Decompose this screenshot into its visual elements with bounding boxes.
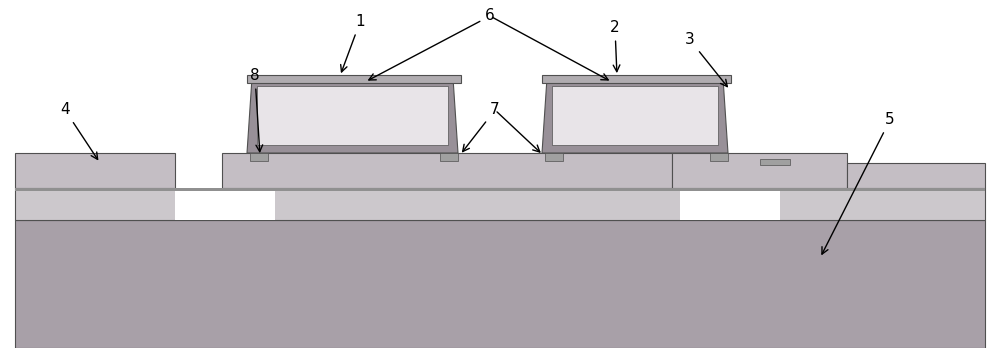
Text: 4: 4 (60, 103, 98, 159)
Bar (15, 188, 985, 220)
Bar (710, 153, 728, 161)
Text: 8: 8 (250, 69, 263, 152)
Bar (760, 159, 790, 165)
Bar (552, 86, 718, 145)
Bar (257, 86, 448, 145)
Bar (222, 153, 672, 188)
Text: 6: 6 (369, 8, 495, 80)
Polygon shape (247, 78, 458, 153)
Text: 3: 3 (685, 32, 727, 87)
Bar (15, 220, 985, 348)
Bar (440, 153, 458, 161)
Polygon shape (542, 78, 728, 153)
Bar (847, 163, 985, 188)
Bar (15, 153, 175, 188)
Bar (15, 188, 985, 191)
Bar (672, 153, 847, 188)
Bar (250, 153, 268, 161)
Bar (542, 75, 731, 83)
Text: 5: 5 (822, 112, 895, 254)
Bar (545, 153, 563, 161)
Text: 1: 1 (341, 15, 365, 72)
Bar (247, 75, 461, 83)
Text: 7: 7 (463, 103, 500, 152)
Bar (175, 165, 275, 220)
Text: 2: 2 (610, 21, 620, 72)
Bar (680, 165, 780, 220)
